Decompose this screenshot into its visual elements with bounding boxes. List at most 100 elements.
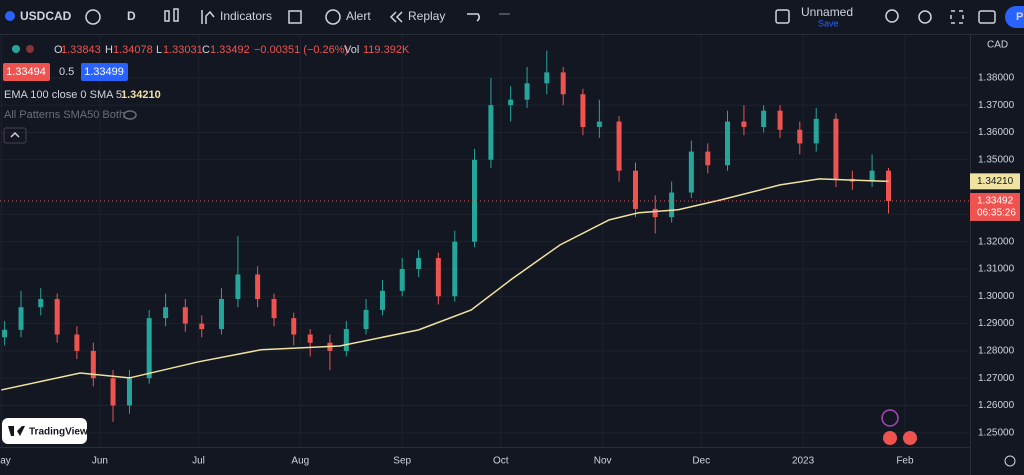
candle-body: [182, 307, 188, 324]
y-tick-label: 1.37000: [978, 100, 1015, 111]
x-tick-label: Dec: [692, 456, 710, 467]
legend: O 1.33843 H 1.34078 L 1.33031 C 1.33492 …: [3, 44, 410, 144]
sell-box[interactable]: [3, 63, 50, 81]
layout-name[interactable]: Unnamed: [801, 5, 853, 19]
candle-body: [18, 307, 24, 330]
candle-body: [688, 151, 694, 193]
economic-event[interactable]: [883, 431, 897, 445]
economic-event[interactable]: [903, 431, 917, 445]
logo: TradingView: [2, 418, 88, 444]
legend-vol-value: 119.392K: [363, 44, 410, 56]
candle-body: [271, 299, 277, 319]
legend-l-value: 1.33031: [163, 44, 203, 56]
candle-body: [399, 268, 405, 291]
screenshot[interactable]: [978, 10, 996, 24]
candle-body: [761, 110, 767, 128]
candle-body: [146, 318, 152, 379]
plot: CAD 1.25000 1.26000 1.27000 1.28000 1.29000 1.…: [0, 35, 1020, 475]
y-tick-label: 1.28000: [978, 346, 1015, 357]
currency: CAD: [987, 40, 1008, 51]
ask: 1.33499: [84, 66, 124, 78]
toolbar-bg: [0, 0, 1024, 34]
x-tick-label: Aug: [291, 456, 309, 467]
candle-body: [652, 208, 658, 218]
indicators-button[interactable]: Indicators: [220, 9, 272, 23]
countdown: 06:35:26: [977, 208, 1016, 219]
candle-body: [291, 318, 297, 335]
chart-style-2: [173, 8, 179, 22]
candle-body: [524, 83, 530, 100]
account-button[interactable]: [1005, 6, 1024, 28]
candle-body: [363, 309, 369, 330]
interval[interactable]: D: [127, 9, 136, 23]
y-tick-label: 1.31000: [978, 264, 1015, 275]
visibility-icon[interactable]: [123, 110, 137, 120]
candle-body: [580, 94, 586, 128]
chart-style[interactable]: [164, 10, 170, 22]
search[interactable]: [885, 9, 899, 23]
legend-o: O: [54, 44, 63, 56]
legend-o-value: 1.33843: [61, 44, 101, 56]
candle-body: [632, 170, 638, 209]
candle-body: [886, 170, 892, 201]
fullscreen[interactable]: [950, 10, 964, 24]
x-tick-label: May: [0, 456, 11, 467]
alert-button[interactable]: Alert: [346, 9, 371, 23]
y-tick-label: 1.25000: [978, 427, 1015, 438]
candle-body: [560, 72, 566, 95]
layout-checkbox[interactable]: [775, 9, 790, 24]
y-tick-label: 1.36000: [978, 127, 1015, 138]
legend-h: H: [105, 44, 113, 56]
y-tick-label: 1.32000: [978, 236, 1015, 247]
y-tick-label: 1.30000: [978, 291, 1015, 302]
candle-body: [74, 334, 80, 351]
logo-mark: [8, 426, 25, 436]
status-dot: [26, 45, 34, 53]
alert-icon: [325, 9, 341, 25]
patterns-legend: All Patterns SMA50 Both: [4, 109, 125, 121]
x-tick-label: Oct: [493, 456, 509, 467]
legend-h-value: 1.34078: [113, 44, 153, 56]
x-tick-label: Nov: [594, 456, 612, 467]
events: [881, 409, 917, 445]
bid: 1.33494: [6, 66, 46, 78]
replay-button[interactable]: Replay: [408, 9, 445, 23]
ema-price-label: 1.34210: [977, 176, 1014, 187]
candle-body: [869, 170, 875, 182]
axis-settings[interactable]: [1004, 455, 1016, 467]
account-label: P: [1016, 11, 1023, 23]
candle-body: [218, 299, 224, 330]
legend-l: L: [156, 44, 162, 56]
candle-body: [343, 329, 349, 351]
candle-body: [777, 110, 783, 130]
collapse-button[interactable]: [3, 127, 27, 144]
candle-body: [90, 350, 96, 379]
candle-body: [813, 118, 819, 144]
undo[interactable]: [467, 13, 481, 22]
settings[interactable]: [918, 10, 932, 24]
symbol-icon: [5, 11, 15, 21]
y-tick-label: 1.29000: [978, 318, 1015, 329]
y-tick-label: 1.27000: [978, 373, 1015, 384]
candle-body: [833, 118, 839, 179]
save-button[interactable]: Save: [818, 18, 839, 28]
candle-body: [741, 121, 747, 128]
symbol[interactable]: USDCAD: [20, 9, 72, 23]
toolbar: USDCAD D Indicators Alert Replay Unnamed…: [0, 0, 1024, 35]
legend-vol: Vol: [344, 44, 359, 56]
replay-icon: [389, 11, 403, 23]
legend-c: C: [202, 44, 210, 56]
candle-body: [307, 334, 313, 343]
indicators-icon: [201, 10, 215, 24]
spread: 0.5: [59, 66, 74, 78]
last-price-box: [970, 192, 1020, 221]
templates[interactable]: [288, 10, 302, 24]
legend-change: −0.00351 (−0.26%): [254, 44, 348, 56]
logo-bg[interactable]: [2, 418, 87, 444]
buy-box[interactable]: [81, 63, 128, 81]
add-symbol[interactable]: [85, 9, 101, 25]
ema-price-box: [970, 173, 1020, 190]
event-icon[interactable]: [881, 409, 899, 427]
x-tick-label: Jul: [192, 456, 205, 467]
y-tick-label: 1.26000: [978, 400, 1015, 411]
